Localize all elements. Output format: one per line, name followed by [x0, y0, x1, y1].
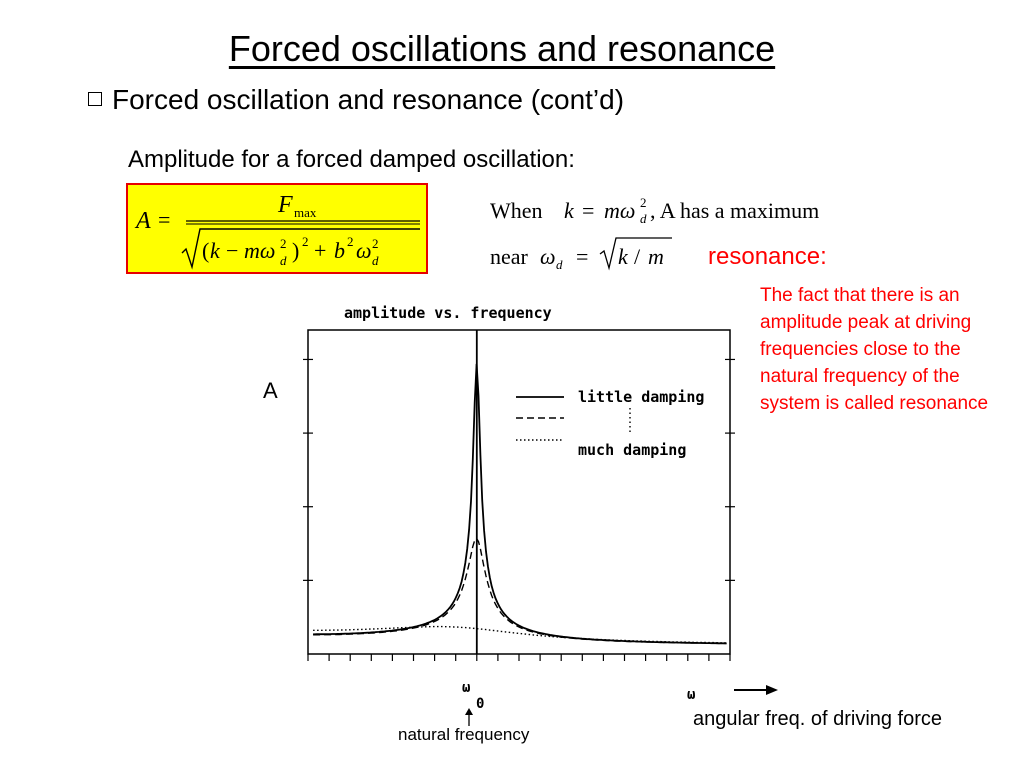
chart-title: amplitude vs. frequency [344, 304, 552, 322]
svg-text:): ) [292, 238, 299, 263]
svg-text:d: d [556, 257, 563, 272]
svg-text:ω: ω [356, 238, 372, 263]
svg-text:=: = [576, 244, 588, 269]
arrowhead-icon [465, 708, 473, 715]
svg-text:m: m [648, 244, 664, 269]
checkbox-bullet-icon [88, 91, 102, 106]
svg-text:2: 2 [640, 195, 647, 210]
omega-axis-symbol: ω [687, 687, 695, 703]
amplitude-label: Amplitude for a forced damped oscillatio… [128, 146, 575, 173]
svg-text:2: 2 [347, 234, 354, 249]
svg-text:k: k [210, 238, 221, 263]
legend-little-damping: little damping [578, 388, 704, 406]
omega-zero-subscript: 0 [476, 696, 484, 712]
plot-frame [307, 329, 731, 655]
svg-text:2: 2 [302, 234, 309, 249]
svg-text:k: k [618, 244, 629, 269]
svg-text:max: max [294, 205, 317, 220]
svg-text:b: b [334, 238, 345, 263]
x-axis-annotations: ω 0 ω [462, 680, 778, 726]
series-medium-damping [313, 537, 727, 645]
svg-text:−: − [226, 238, 238, 263]
svg-text:=: = [582, 198, 594, 223]
svg-text:mω: mω [244, 238, 275, 263]
condition-when: When [490, 198, 543, 223]
legend-much-damping: much damping [578, 441, 686, 459]
omega-zero-symbol: ω [462, 680, 470, 696]
y-axis-label: A [263, 378, 278, 403]
svg-text:ω: ω [540, 244, 556, 269]
slide-title: Forced oscillations and resonance [228, 28, 776, 69]
resonance-description: The fact that there is an amplitude peak… [760, 285, 989, 414]
series-much-damping [313, 625, 727, 644]
svg-text:=: = [158, 207, 170, 232]
amplitude-frequency-chart: amplitude vs. frequency little damping m… [303, 304, 735, 661]
arrow-right-icon [766, 685, 778, 695]
svg-text:d: d [640, 211, 647, 226]
svg-text:A: A [134, 208, 151, 234]
condition-near: near [490, 244, 529, 269]
driving-force-label: angular freq. of driving force [693, 708, 943, 730]
axis-ticks [303, 358, 735, 661]
svg-text:k: k [564, 198, 575, 223]
svg-text:d: d [372, 253, 379, 268]
resonance-condition: When k = mω 2 d , A has a maximum near ω… [490, 195, 819, 272]
svg-text:(: ( [202, 238, 209, 263]
natural-frequency-label: natural frequency [398, 725, 530, 744]
resonance-heading: resonance: [708, 243, 827, 270]
bullet-text: Forced oscillation and resonance (cont’d… [112, 84, 625, 115]
svg-text:+: + [314, 238, 326, 263]
bullet-item: Forced oscillation and resonance (cont’d… [88, 84, 624, 116]
svg-text:2: 2 [372, 236, 379, 251]
condition-suffix: , A has a maximum [650, 198, 819, 223]
svg-text:mω: mω [604, 198, 635, 223]
svg-text:d: d [280, 253, 287, 268]
amplitude-formula: A = F max ( k − mω 2 d ) 2 + b 2 ω 2 d [126, 183, 428, 274]
svg-text:/: / [634, 244, 641, 269]
svg-text:F: F [277, 192, 293, 218]
svg-text:2: 2 [280, 236, 287, 251]
